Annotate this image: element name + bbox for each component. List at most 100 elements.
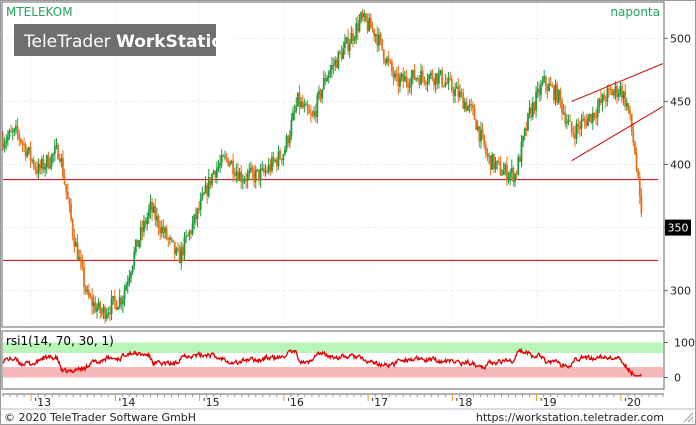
candle-body (368, 17, 371, 31)
candle-body (439, 70, 442, 74)
candle-body (465, 102, 468, 111)
candle-body (309, 113, 312, 116)
price-tick-label: 500 (670, 32, 691, 45)
candle-body (612, 92, 615, 96)
candle-body (480, 129, 482, 142)
candle-body (157, 216, 160, 229)
candle-body (313, 111, 315, 116)
candle-body (15, 125, 17, 129)
candle-body (26, 151, 29, 157)
candle-body (561, 99, 563, 113)
time-tick-label: '14 (118, 396, 135, 409)
candle-body (371, 28, 374, 30)
candle-body (471, 104, 474, 108)
candle-body (455, 86, 458, 89)
candle-body (279, 151, 281, 159)
candle-body (6, 136, 9, 141)
candle-body (360, 12, 362, 21)
candle-body (386, 57, 388, 64)
candle-body (454, 88, 456, 96)
candle-body (141, 227, 144, 232)
candle-body (248, 170, 251, 174)
candle-body (254, 169, 257, 182)
candle-body (185, 236, 187, 238)
candle-body (259, 169, 262, 181)
resize-grip-icon[interactable] (683, 412, 694, 423)
candle-body (76, 242, 79, 261)
price-panel[interactable] (1, 1, 665, 328)
candle-body (557, 89, 560, 103)
candle-body (400, 73, 403, 78)
candle-body (159, 228, 162, 234)
candle-body (96, 308, 98, 312)
candle-body (421, 70, 424, 78)
candle-body (68, 198, 71, 205)
candle-body (143, 220, 145, 232)
candle-body (52, 153, 55, 155)
candle-body (125, 285, 128, 291)
candle-body (193, 214, 196, 224)
candle-body (520, 141, 523, 162)
candle-body (551, 85, 554, 87)
candle-body (565, 122, 568, 124)
candle-body (546, 86, 549, 91)
candle-body (352, 33, 354, 41)
candle-body (606, 88, 609, 102)
candle-body (596, 106, 599, 118)
candle-body (475, 119, 478, 130)
candle-body (130, 272, 132, 278)
candle-body (442, 85, 445, 87)
candle-body (562, 112, 565, 114)
candle-body (625, 103, 628, 107)
candle-body (595, 117, 597, 119)
candle-body (541, 81, 544, 85)
candle-body (570, 121, 573, 133)
candle-body (590, 114, 593, 123)
candle-body (296, 92, 299, 106)
candle-body (540, 84, 542, 96)
candle-body (329, 69, 332, 75)
candle-body (269, 164, 272, 171)
candle-body (42, 159, 45, 170)
time-tick-label: '20 (624, 396, 641, 409)
candle-body (567, 120, 570, 123)
candle-body (599, 99, 602, 103)
candle-body (245, 180, 247, 182)
candle-body (603, 94, 606, 101)
candle-body (543, 76, 546, 82)
candle-body (63, 176, 66, 185)
candle-body (467, 106, 469, 111)
candle-body (637, 169, 640, 178)
symbol-label: MTELEKOM (6, 5, 73, 19)
candle-body (5, 140, 8, 144)
candle-body (591, 112, 594, 123)
candle-body (630, 114, 633, 132)
candle-body (220, 155, 223, 163)
candle-body (583, 119, 586, 121)
candle-body (62, 158, 64, 177)
candle-body (614, 85, 617, 93)
candle-body (40, 159, 43, 169)
candle-body (274, 159, 277, 162)
candle-body (168, 237, 171, 240)
candle-body (481, 129, 484, 136)
candle-body (8, 130, 11, 137)
candle-body (629, 109, 631, 115)
candle-body (538, 88, 541, 96)
candle-body (327, 74, 330, 78)
candle-body (574, 134, 576, 139)
candle-body (460, 91, 463, 94)
candle-body (267, 164, 270, 172)
candle-body (544, 76, 547, 87)
candle-body (426, 81, 429, 85)
candle-body (144, 220, 147, 225)
candle-body (237, 171, 239, 181)
candle-body (81, 261, 84, 268)
candle-body (564, 112, 567, 124)
candle-body (32, 159, 35, 167)
candle-body (211, 174, 213, 185)
candle-body (241, 181, 244, 183)
candle-body (308, 110, 311, 114)
candle-body (572, 132, 575, 135)
rsi-panel[interactable]: rsi1(14, 70, 30, 1) (1, 330, 665, 390)
